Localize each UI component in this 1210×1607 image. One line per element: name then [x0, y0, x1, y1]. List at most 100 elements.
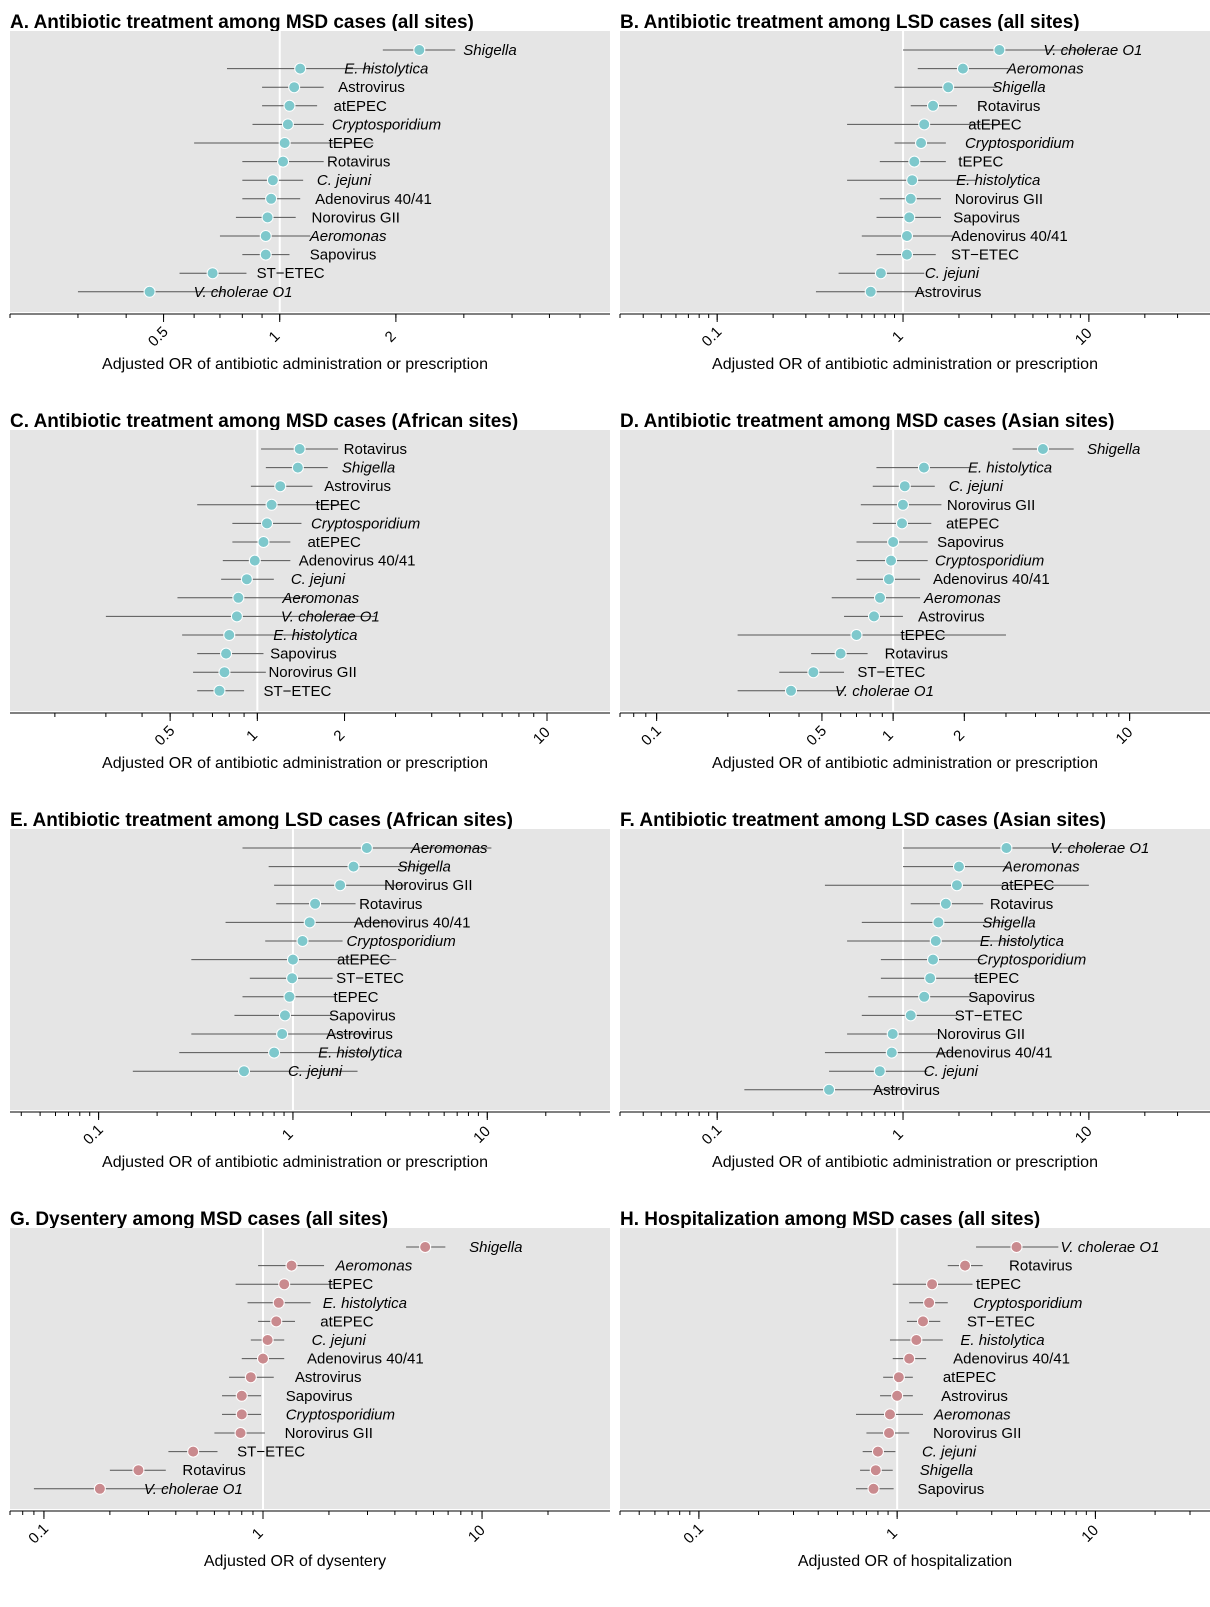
point-estimate-marker	[283, 990, 296, 1003]
panel-b: B. Antibiotic treatment among LSD cases …	[619, 10, 1210, 410]
pathogen-label: Cryptosporidium	[935, 553, 1044, 570]
point-estimate-marker	[834, 647, 847, 660]
point-estimate-marker	[895, 517, 908, 530]
pathogen-label: Cryptosporidium	[973, 1295, 1082, 1312]
plot-background	[10, 31, 610, 312]
pathogen-label: Aeromonas	[309, 228, 387, 245]
panel-f: F. Antibiotic treatment among LSD cases …	[619, 808, 1210, 1208]
pathogen-label: Cryptosporidium	[347, 933, 456, 950]
pathogen-label: tEPEC	[976, 1276, 1021, 1293]
pathogen-label: ST−ETEC	[257, 265, 325, 282]
x-tick-label: 10	[530, 724, 554, 748]
point-estimate-marker	[932, 916, 945, 929]
pathogen-label: Adenovirus 40/41	[933, 571, 1050, 588]
point-estimate-marker	[294, 62, 307, 75]
pathogen-label: Sapovirus	[310, 247, 377, 264]
point-estimate-marker	[1000, 842, 1013, 854]
point-estimate-marker	[238, 1065, 251, 1078]
pathogen-label: Adenovirus 40/41	[951, 228, 1068, 245]
panel-h: H. Hospitalization among MSD cases (all …	[619, 1207, 1210, 1607]
x-tick-label: 0.5	[152, 722, 179, 749]
forest-plot-b: 0.1 1 10 Adjusted OR of antibiotic administ…	[619, 31, 1210, 373]
pathogen-label: tEPEC	[316, 497, 361, 514]
panel-title: D. Antibiotic treatment among MSD cases …	[620, 411, 1115, 432]
pathogen-label: Adenovirus 40/41	[315, 191, 432, 208]
x-tick-label: 10	[1072, 325, 1096, 349]
panel-c: C. Antibiotic treatment among MSD cases …	[10, 409, 610, 809]
pathogen-label: Rotavirus	[977, 98, 1040, 115]
panel-a: A. Antibiotic treatment among MSD cases …	[9, 10, 610, 410]
pathogen-label: Rotavirus	[1009, 1258, 1072, 1275]
point-estimate-marker	[276, 1028, 289, 1040]
pathogen-label: Rotavirus	[359, 896, 422, 913]
panel-title: H. Hospitalization among MSD cases (all …	[620, 1209, 1041, 1230]
pathogen-label: ST−ETEC	[857, 664, 925, 681]
x-tick-label: 0.1	[638, 722, 665, 749]
x-axis-label: Adjusted OR of antibiotic administration…	[102, 1154, 488, 1171]
point-estimate-marker	[882, 573, 895, 586]
pathogen-label: Cryptosporidium	[977, 952, 1086, 969]
point-estimate-marker	[220, 647, 233, 660]
point-estimate-marker	[143, 285, 156, 298]
x-axis-label: Adjusted OR of hospitalization	[798, 1553, 1012, 1570]
pathogen-label: Adenovirus 40/41	[299, 553, 416, 570]
point-estimate-marker	[1010, 1241, 1023, 1253]
pathogen-label: E. histolytica	[980, 933, 1064, 950]
panel-e: E. Antibiotic treatment among LSD cases …	[10, 808, 610, 1208]
pathogen-label: Shigella	[992, 79, 1045, 96]
x-tick-label: 0.1	[25, 1520, 52, 1547]
point-estimate-marker	[347, 860, 360, 873]
pathogen-label: C. jejuni	[312, 1332, 367, 1349]
point-estimate-marker	[261, 1334, 274, 1346]
pathogen-label: Astrovirus	[326, 1026, 393, 1043]
plot-background	[10, 1228, 610, 1509]
point-estimate-marker	[213, 684, 226, 697]
pathogen-label: Cryptosporidium	[332, 116, 441, 133]
plot-background	[620, 829, 1210, 1110]
point-estimate-marker	[270, 1315, 283, 1328]
pathogen-label: Aeromonas	[923, 590, 1001, 607]
point-estimate-marker	[904, 192, 917, 205]
panel-title: C. Antibiotic treatment among MSD cases …	[10, 411, 519, 432]
x-tick-label: 0.5	[145, 323, 172, 350]
point-estimate-marker	[206, 267, 219, 280]
point-estimate-marker	[891, 1389, 904, 1402]
point-estimate-marker	[900, 248, 913, 261]
pathogen-label: ST−ETEC	[967, 1313, 1035, 1330]
pathogen-label: ST−ETEC	[336, 970, 404, 987]
pathogen-label: V. cholerae O1	[144, 1481, 243, 1498]
point-estimate-marker	[929, 935, 942, 947]
point-estimate-marker	[917, 461, 930, 474]
pathogen-label: Astrovirus	[873, 1082, 940, 1099]
point-estimate-marker	[259, 230, 272, 242]
pathogen-label: Rotavirus	[344, 441, 407, 458]
point-estimate-marker	[261, 211, 274, 224]
pathogen-label: Cryptosporidium	[311, 515, 420, 532]
x-tick-label: 10	[470, 1123, 494, 1147]
pathogen-label: atEPEC	[320, 1313, 374, 1330]
pathogen-label: Aeromonas	[410, 840, 488, 857]
pathogen-label: C. jejuni	[291, 571, 346, 588]
point-estimate-marker	[918, 118, 931, 131]
point-estimate-marker	[93, 1482, 106, 1495]
point-estimate-marker	[939, 897, 952, 910]
point-estimate-marker	[959, 1259, 972, 1272]
pathogen-label: V. cholerae O1	[1043, 42, 1142, 59]
pathogen-label: tEPEC	[329, 135, 374, 152]
pathogen-label: Sapovirus	[918, 1481, 985, 1498]
point-estimate-marker	[883, 1427, 896, 1439]
point-estimate-marker	[923, 1296, 936, 1309]
pathogen-label: E. histolytica	[318, 1045, 402, 1062]
point-estimate-marker	[956, 62, 969, 75]
pathogen-label: atEPEC	[307, 534, 361, 551]
pathogen-label: Rotavirus	[327, 154, 390, 171]
point-estimate-marker	[283, 99, 296, 112]
point-estimate-marker	[916, 1315, 929, 1328]
pathogen-label: Norovirus GII	[384, 877, 472, 894]
point-estimate-marker	[187, 1445, 200, 1458]
pathogen-label: Rotavirus	[182, 1462, 245, 1479]
pathogen-label: ST−ETEC	[951, 247, 1019, 264]
pathogen-label: tEPEC	[900, 627, 945, 644]
pathogen-label: E. histolytica	[956, 172, 1040, 189]
pathogen-label: tEPEC	[958, 154, 1003, 171]
